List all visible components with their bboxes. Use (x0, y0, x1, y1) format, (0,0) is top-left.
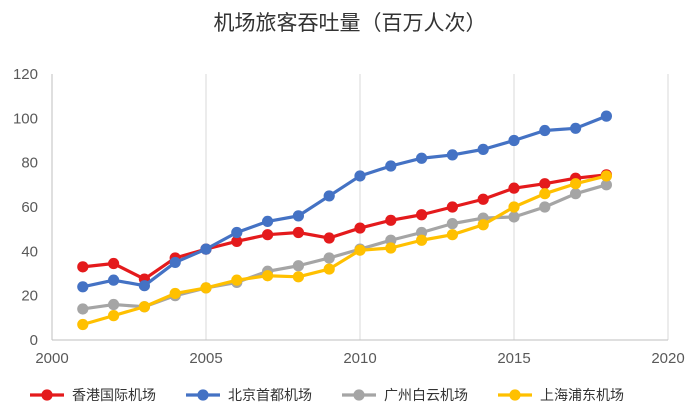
data-point (262, 215, 274, 228)
data-point (570, 188, 582, 200)
data-point (416, 234, 428, 246)
data-point (231, 274, 243, 286)
series-2 (77, 110, 613, 293)
data-point (508, 211, 520, 223)
data-point (446, 218, 458, 230)
data-point (77, 303, 89, 315)
data-point (508, 134, 520, 147)
data-point (138, 301, 150, 313)
data-point (385, 242, 397, 254)
x-tick-label: 2015 (497, 350, 530, 367)
data-point (323, 263, 335, 275)
data-point (77, 318, 89, 331)
data-point (200, 243, 212, 255)
data-point (108, 274, 120, 286)
legend-item: 北京首都机场 (186, 388, 312, 404)
data-point (446, 149, 458, 161)
legend-item: 香港国际机场 (30, 388, 156, 404)
data-point (323, 232, 335, 244)
axes: 0 20 40 60 80 100 120 2000 2005 2010 2015 2020 (13, 66, 685, 367)
legend-marker (197, 389, 209, 401)
legend-label: 北京首都机场 (228, 388, 312, 404)
legend-marker (353, 389, 365, 401)
data-point (200, 282, 212, 294)
data-point (416, 209, 428, 221)
data-point (446, 201, 458, 213)
data-point (477, 143, 489, 155)
legend-label: 广州白云机场 (384, 388, 468, 404)
data-point (600, 179, 613, 191)
data-point (138, 280, 150, 292)
data-point (539, 178, 551, 190)
data-point (477, 219, 489, 231)
data-point (385, 234, 397, 246)
x-tick-label: 2010 (343, 350, 376, 367)
data-point (354, 170, 366, 182)
data-point (292, 260, 304, 272)
y-tick-label: 20 (21, 288, 38, 305)
data-point (108, 310, 120, 322)
legend-label: 上海浦东机场 (540, 388, 624, 404)
data-point (477, 193, 489, 205)
data-point (77, 281, 89, 293)
data-point (385, 160, 397, 172)
x-tick-label: 2020 (651, 350, 684, 367)
data-point (416, 152, 428, 164)
legend-marker (509, 389, 521, 401)
series-line (81, 173, 609, 281)
data-point (292, 210, 304, 222)
data-point (354, 222, 366, 234)
data-point (262, 229, 274, 241)
chart-title: 机场旅客吞吐量（百万人次） (214, 11, 487, 35)
y-tick-label: 40 (21, 243, 38, 260)
data-point (292, 271, 304, 283)
legend-label: 香港国际机场 (72, 388, 156, 404)
data-point (231, 226, 243, 239)
data-point (385, 214, 397, 226)
data-point (108, 257, 120, 270)
data-point (539, 201, 551, 213)
data-point (77, 261, 89, 273)
data-point (323, 252, 335, 264)
y-tick-label: 60 (21, 199, 38, 216)
x-tick-label: 2000 (35, 350, 68, 367)
data-point (262, 270, 274, 282)
x-tick-label: 2005 (189, 350, 222, 367)
y-tick-label: 80 (21, 155, 38, 172)
grid (51, 74, 669, 340)
data-point (570, 178, 582, 190)
legend-item: 上海浦东机场 (498, 388, 624, 404)
data-point (446, 229, 458, 241)
y-tick-label: 0 (30, 332, 38, 349)
series-line (81, 183, 609, 311)
data-point (508, 201, 520, 213)
legend-marker (41, 389, 53, 401)
data-point (600, 110, 613, 122)
data-point (416, 226, 428, 239)
data-point (108, 298, 120, 311)
legend: 香港国际机场 北京首都机场 广州白云机场 上海浦东机场 (30, 388, 624, 404)
data-point (570, 122, 582, 134)
data-point (169, 256, 181, 269)
data-point (539, 188, 551, 200)
data-point (292, 226, 304, 239)
y-tick-label: 120 (13, 66, 38, 83)
data-point (539, 124, 551, 137)
series-4 (77, 170, 613, 331)
legend-item: 广州白云机场 (342, 388, 468, 404)
data-point (231, 235, 243, 247)
series-group (77, 110, 613, 331)
data-point (354, 244, 366, 256)
y-tick-label: 100 (13, 110, 38, 127)
data-point (508, 182, 520, 194)
data-point (323, 190, 335, 202)
data-point (600, 170, 613, 182)
data-point (169, 287, 181, 300)
